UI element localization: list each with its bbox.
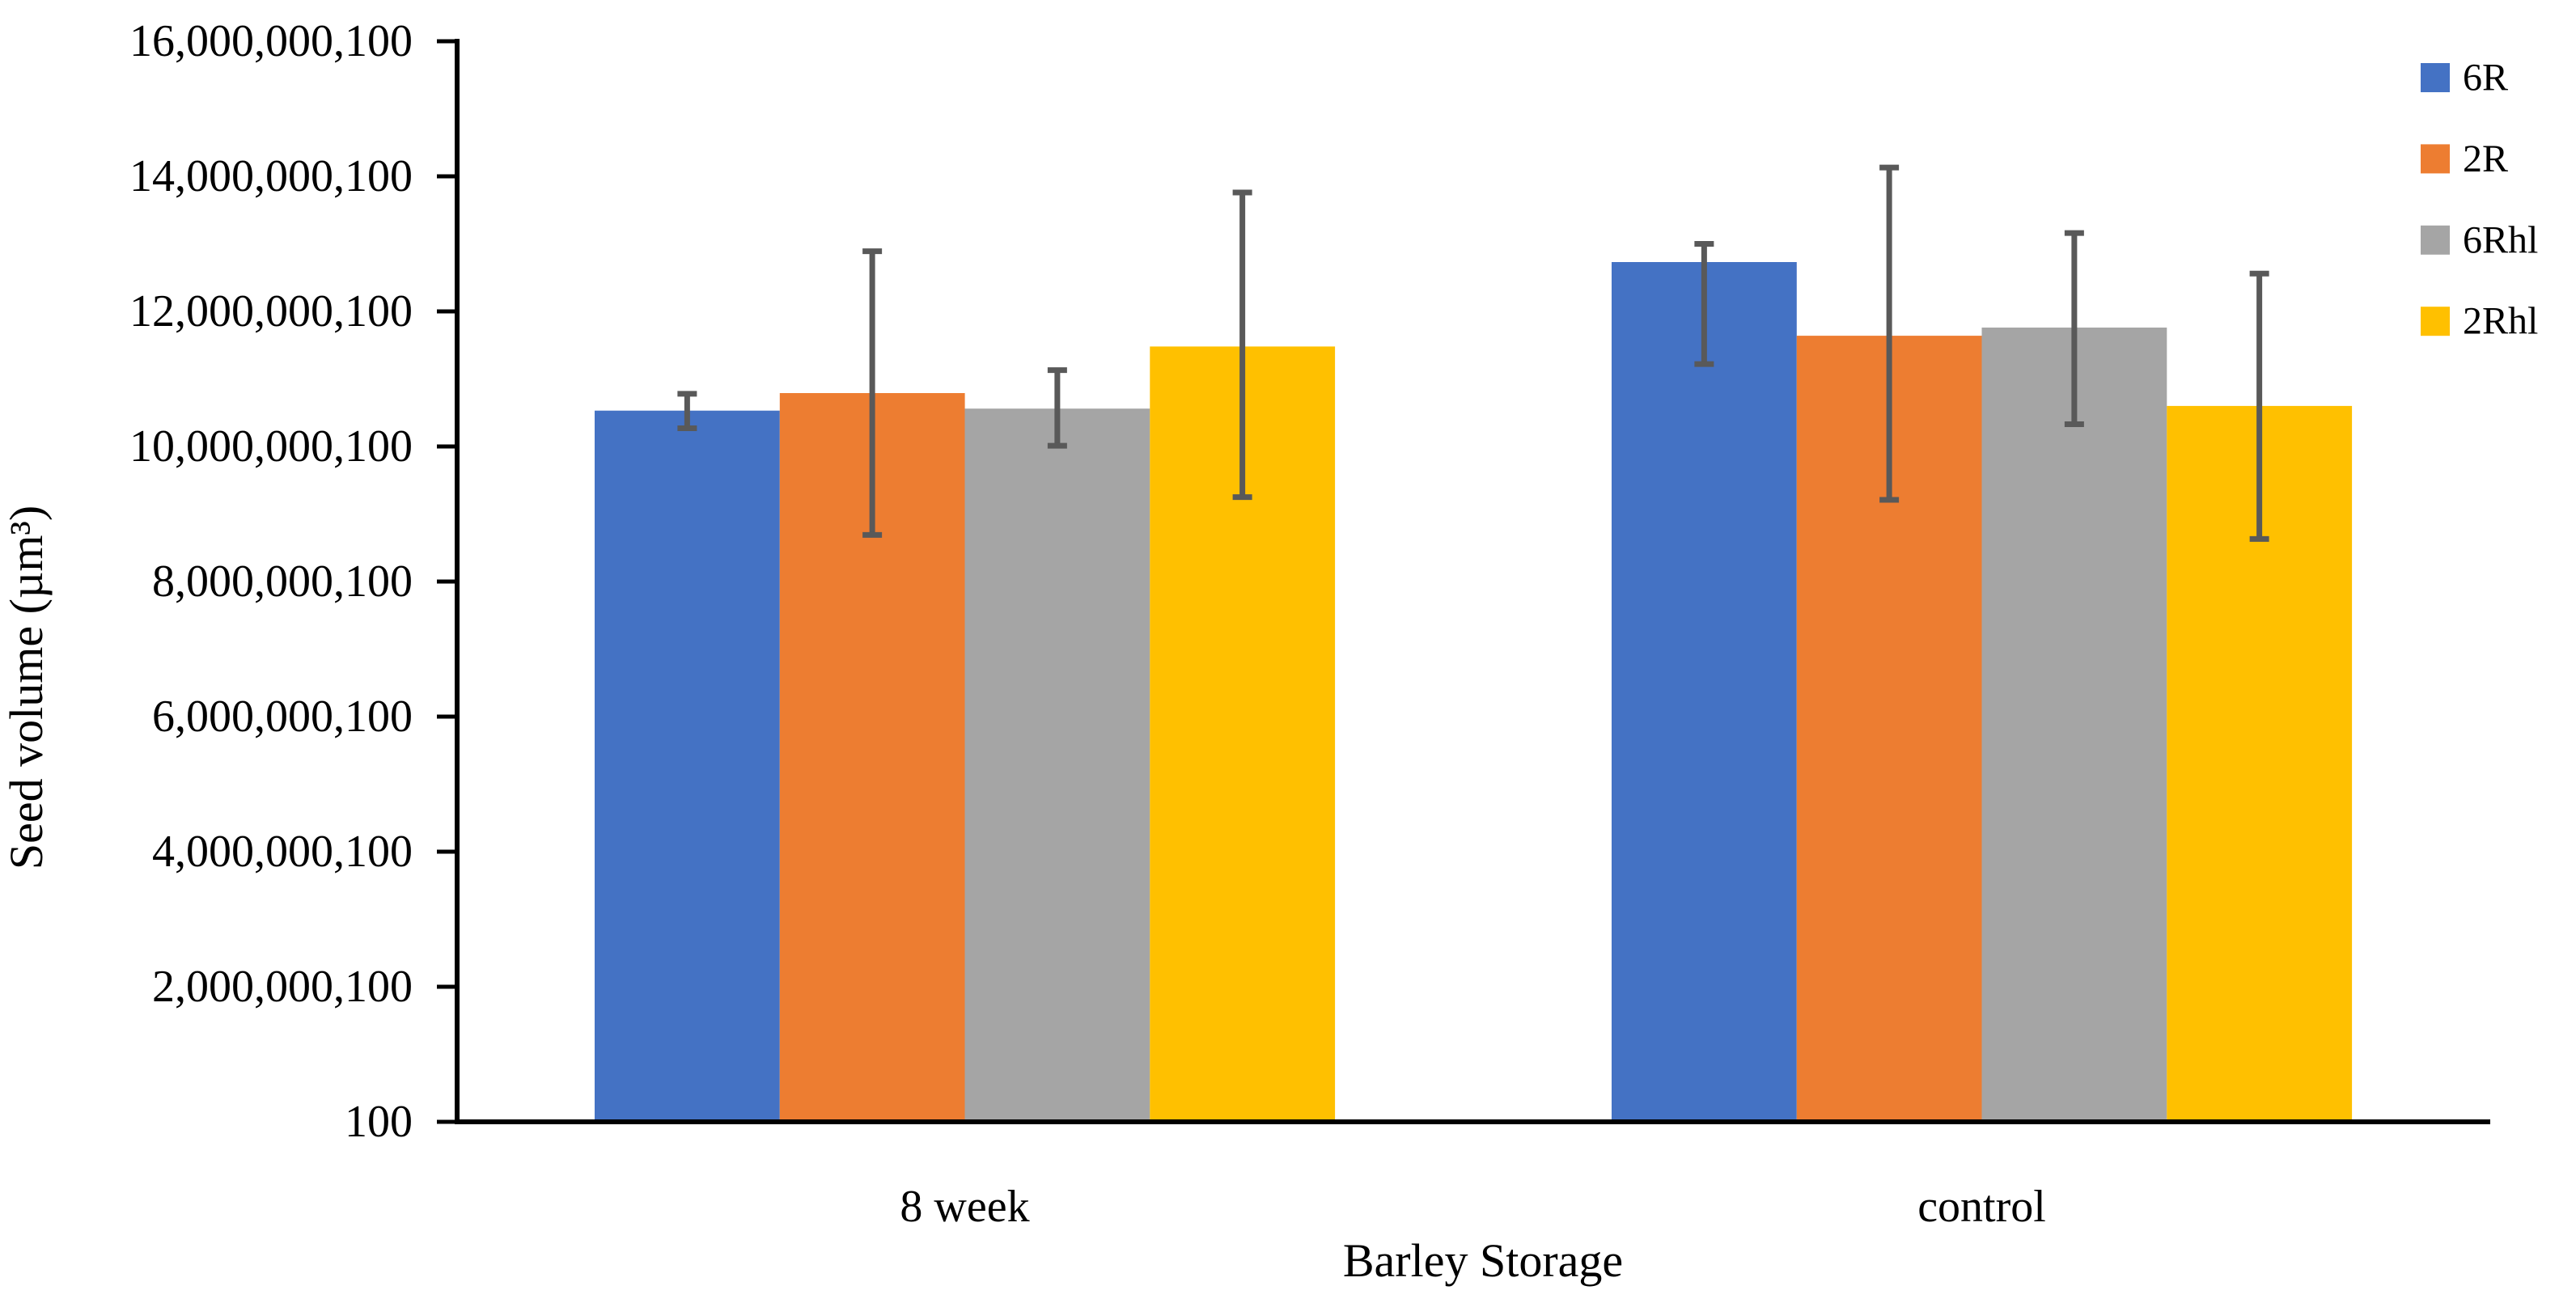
bar-control-6r [1612,262,1797,1122]
bar-8-week-6r [595,410,780,1122]
y-axis-tick-label: 12,000,000,100 [129,286,413,336]
y-axis-title: Seed volume (µm³) [0,506,53,869]
error-bar-control-6r [1694,241,1714,367]
error-bar-control-2r [1879,164,1900,503]
error-bar-control-2rhl [2249,270,2269,542]
y-axis-tick-label: 4,000,000,100 [152,827,413,877]
error-bar-control-6rhl [2064,230,2084,427]
y-axis-tick-label: 8,000,000,100 [152,556,413,607]
x-axis-title: Barley Storage [1343,1234,1623,1287]
legend-label-6r: 6R [2463,57,2508,99]
x-category-label-control: control [1917,1182,2046,1232]
legend: 6R 2R 6Rhl 2Rhl [2421,57,2538,343]
y-axis-tick-label: 10,000,000,100 [129,421,413,472]
y-axis-tick-label: 100 [345,1097,413,1147]
y-axis-tick-label: 14,000,000,100 [129,151,413,201]
error-bar-8-week-2r [862,248,883,538]
legend-swatch-6r-icon [2421,63,2450,92]
legend-swatch-6rhl-icon [2421,225,2450,255]
bar-control-6rhl [1981,328,2167,1122]
legend-label-2rhl: 2Rhl [2463,300,2538,343]
y-axis-tick-label: 6,000,000,100 [152,692,413,742]
legend-swatch-2r-icon [2421,144,2450,174]
legend-label-2r: 2R [2463,137,2508,180]
legend-label-6rhl: 6Rhl [2463,218,2538,261]
x-category-label-8-week: 8 week [900,1182,1029,1232]
error-bar-8-week-6rhl [1047,367,1067,449]
y-axis-tick-label: 2,000,000,100 [152,962,413,1012]
y-axis-tick-label: 16,000,000,100 [129,16,413,66]
bar-8-week-6rhl [964,408,1150,1122]
error-bar-8-week-2rhl [1232,189,1252,501]
legend-swatch-2rhl-icon [2421,307,2450,336]
error-bar-8-week-6r [677,391,697,431]
